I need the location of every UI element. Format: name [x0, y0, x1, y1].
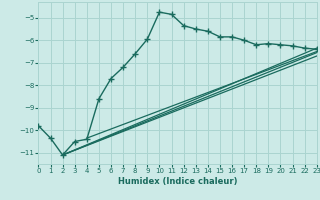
X-axis label: Humidex (Indice chaleur): Humidex (Indice chaleur)	[118, 177, 237, 186]
